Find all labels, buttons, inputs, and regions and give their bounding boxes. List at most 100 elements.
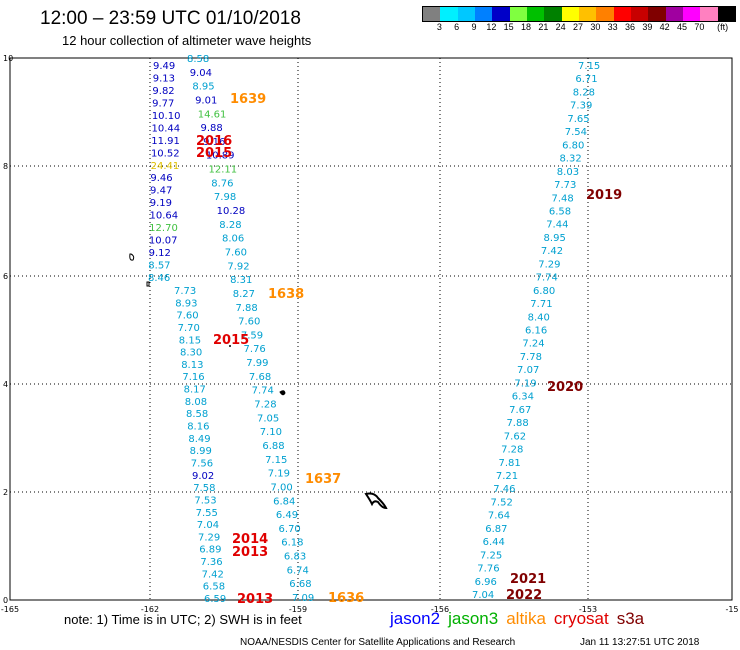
wave-height-value: 7.76 [244, 344, 266, 355]
wave-height-value: 7.99 [246, 358, 268, 369]
wave-height-value: 11.91 [151, 136, 180, 147]
wave-height-value: 7.09 [292, 593, 314, 604]
wave-height-value: 9.02 [192, 471, 214, 482]
wave-height-value: 8.08 [185, 397, 207, 408]
wave-height-value: 8.03 [557, 167, 579, 178]
wave-height-value: 7.04 [472, 590, 494, 601]
color-swatch [648, 7, 666, 21]
wave-height-value: 9.49 [153, 61, 175, 72]
generated-timestamp: Jan 11 13:27:51 UTC 2018 [580, 637, 700, 648]
satellite-legend: jason2 jason3 altika cryosat s3a [390, 609, 652, 629]
wave-height-value: 7.29 [198, 532, 220, 543]
wave-height-value: 7.07 [517, 365, 539, 376]
wave-height-value: 9.16 [203, 137, 225, 148]
wave-height-value: 6.58 [549, 206, 571, 217]
color-scale-labels: 3 6 9 12 15 18 21 24 27 30 33 36 39 42 45 70 (ft) [422, 22, 740, 34]
pass-label: 2020 [547, 380, 583, 395]
wave-height-value: 6.74 [287, 565, 309, 576]
wave-height-value: 7.88 [506, 418, 528, 429]
x-tick-label: -156 [431, 605, 449, 614]
pass-label: 2015 [196, 146, 232, 161]
island-shape [279, 390, 286, 396]
color-swatch [423, 7, 441, 21]
wave-height-value: 12.70 [149, 223, 178, 234]
legend-item: cryosat [553, 609, 609, 628]
pass-label: 2014 [232, 532, 268, 547]
wave-height-value: 8.76 [211, 178, 233, 189]
wave-height-value: 7.71 [530, 299, 552, 310]
wave-height-value: 7.36 [200, 557, 222, 568]
wave-height-value: 7.05 [257, 413, 279, 424]
wave-height-value: 7.73 [174, 286, 196, 297]
color-scale-label: 30 [590, 22, 601, 32]
wave-height-value: 8.93 [175, 298, 197, 309]
wave-height-value: 7.42 [202, 569, 224, 580]
wave-height-value: 24.41 [151, 161, 180, 172]
wave-height-value: 12.11 [209, 165, 238, 176]
wave-height-value: 6.59 [204, 594, 226, 605]
units-note: note: 1) Time is in UTC; 2) SWH is in fe… [64, 612, 302, 627]
y-tick-label: 2 [3, 488, 8, 497]
wave-height-value: 10.10 [152, 111, 181, 122]
wave-height-value: 10.28 [217, 206, 246, 217]
wave-height-value: 7.29 [538, 259, 560, 270]
wave-height-value: 7.67 [509, 405, 531, 416]
wave-height-value: 7.46 [493, 484, 515, 495]
wave-height-value: 6.34 [512, 392, 534, 403]
wave-height-value: 6.16 [525, 326, 547, 337]
color-scale-label: 33 [607, 22, 618, 32]
color-swatch [578, 7, 597, 21]
legend-item: s3a [616, 609, 645, 628]
color-scale-label: 15 [503, 22, 514, 32]
x-tick-label: -165 [1, 605, 19, 614]
color-swatch [596, 7, 614, 21]
wave-height-value: 7.68 [249, 372, 271, 383]
wave-height-value: 7.78 [520, 352, 542, 363]
wave-height-value: 6.80 [562, 140, 584, 151]
wave-height-value: 6.70 [279, 524, 301, 535]
wave-height-value: 7.28 [254, 400, 276, 411]
wave-height-value: 7.24 [522, 339, 544, 350]
wave-height-value: 7.58 [193, 483, 215, 494]
wave-height-value: 10.07 [149, 236, 178, 247]
color-scale-label: 3 [436, 22, 442, 32]
wave-height-value: 8.58 [187, 54, 209, 65]
wave-height-value: 7.52 [491, 497, 513, 508]
wave-height-value: 8.17 [184, 385, 206, 396]
wave-height-value: 7.73 [554, 180, 576, 191]
pass-label: 1639 [230, 92, 266, 107]
map-frame [9, 57, 733, 601]
wave-height-value: 8.57 [148, 261, 170, 272]
pass-label: 2019 [586, 188, 622, 203]
color-swatch [700, 7, 718, 21]
color-swatch [665, 7, 683, 21]
wave-height-value: 7.28 [501, 445, 523, 456]
wave-height-value: 8.49 [188, 434, 210, 445]
wave-height-value: 9.12 [149, 248, 171, 259]
pass-label: 1636 [328, 591, 364, 606]
wave-height-value: 8.28 [573, 87, 595, 98]
wave-height-value: 8.27 [233, 289, 255, 300]
legend-item: jason3 [448, 609, 499, 628]
color-swatch [474, 7, 493, 21]
color-swatch [717, 7, 735, 21]
wave-height-value: 8.58 [186, 409, 208, 420]
wave-height-value: 7.04 [197, 520, 219, 531]
wave-height-value: 6.58 [203, 582, 225, 593]
wave-height-value: 9.88 [200, 123, 222, 134]
wave-height-value: 9.19 [150, 198, 172, 209]
wave-height-value: 8.31 [230, 275, 252, 286]
wave-height-value: 7.56 [191, 458, 213, 469]
wave-height-value: 7.21 [496, 471, 518, 482]
wave-height-value: 7.76 [477, 564, 499, 575]
color-scale-label: 24 [555, 22, 566, 32]
wave-height-value: 7.15 [578, 61, 600, 72]
wave-height-value: 8.30 [180, 348, 202, 359]
wave-height-value: 7.19 [268, 469, 290, 480]
wave-height-value: 6.44 [483, 537, 505, 548]
wave-height-value: 7.44 [546, 220, 568, 231]
color-swatch [526, 7, 545, 21]
wave-height-value: 7.39 [570, 101, 592, 112]
wave-height-value: 7.74 [536, 273, 558, 284]
island-shape [229, 345, 231, 347]
